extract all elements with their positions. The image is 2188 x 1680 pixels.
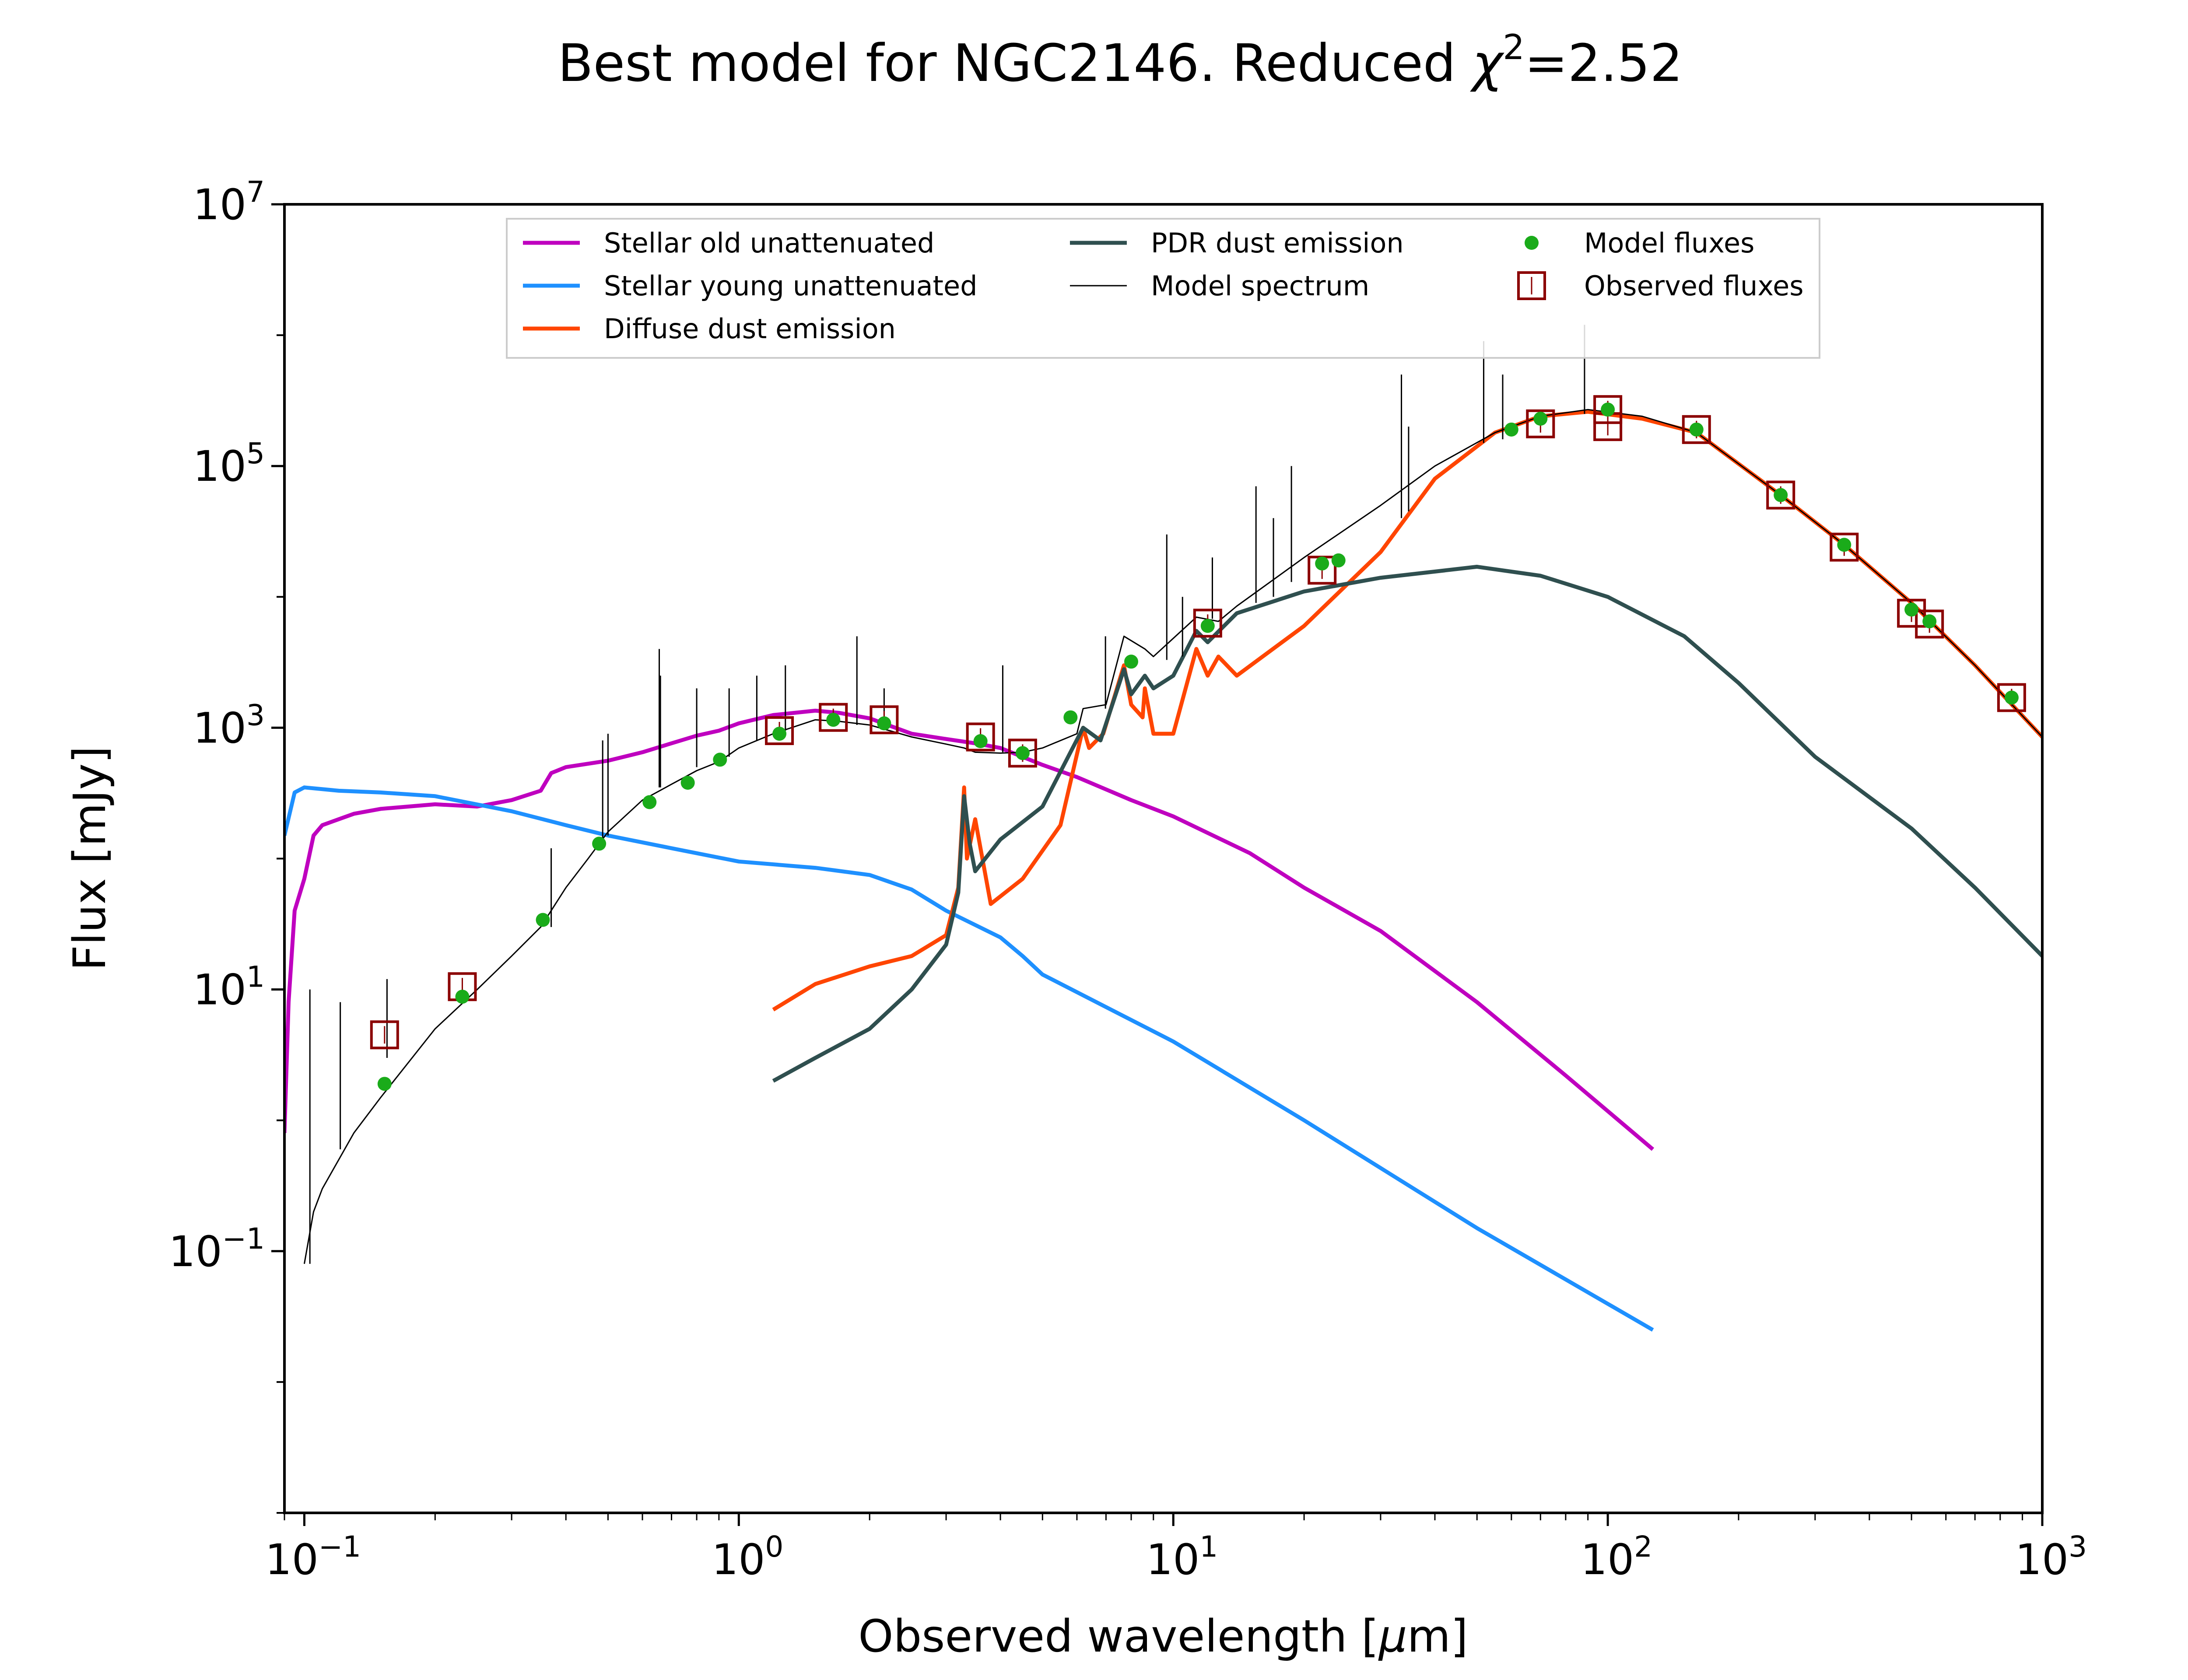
- model-flux-point: [1601, 402, 1615, 417]
- y-axis-label: Flux [mJy]: [64, 746, 116, 971]
- x-tick-label: 10−1: [265, 1530, 361, 1584]
- model-flux-point: [1774, 488, 1788, 502]
- stellar-young-unattenuated-line: [284, 785, 1654, 1332]
- x-tick-label: 103: [2015, 1530, 2087, 1584]
- observed-flux-marker: [1766, 480, 1795, 510]
- model-flux-point: [877, 716, 891, 731]
- observed-flux-marker: [870, 705, 899, 735]
- model-flux-point: [973, 734, 988, 749]
- stellar-old-unattenuated-line: [284, 708, 1655, 1151]
- x-tick-label: 101: [1146, 1530, 1218, 1584]
- plot-area: [284, 325, 2042, 1332]
- observed-flux-marker: [1830, 532, 1859, 562]
- model-flux-point: [680, 776, 695, 790]
- model-flux-point: [1015, 746, 1030, 760]
- model-flux-point: [2004, 690, 2019, 705]
- observed-fluxes-legend-label: Observed fluxes: [1584, 270, 1804, 302]
- model-fluxes-legend-label: Model fluxes: [1584, 227, 1754, 259]
- observed-flux-marker: [1193, 609, 1222, 638]
- model-fluxes-legend-swatch: [1525, 236, 1539, 250]
- model-flux-point: [1504, 422, 1518, 437]
- model-flux-point: [1689, 422, 1704, 437]
- observed-flux-marker: [819, 703, 848, 732]
- model-flux-point: [1533, 412, 1548, 426]
- observed-flux-marker: [370, 1020, 399, 1050]
- observed-fluxes-legend-swatch: [1517, 271, 1546, 300]
- model-flux-point: [536, 913, 550, 927]
- model-flux-point: [1063, 710, 1078, 724]
- y-tick-label: 107: [193, 175, 265, 229]
- model-flux-point: [1904, 602, 1919, 617]
- y-tick-label: 103: [193, 698, 265, 752]
- x-tick-label: 100: [712, 1530, 783, 1584]
- chart-title: Best model for NGC2146. Reduced χ2=2.52: [558, 28, 1683, 93]
- model-flux-point: [826, 713, 841, 727]
- model-flux-point: [592, 836, 607, 851]
- markers-layer: [370, 395, 2026, 1091]
- observed-flux-marker: [1897, 598, 1926, 628]
- observed-flux-marker: [966, 722, 995, 752]
- model-flux-point: [377, 1077, 392, 1091]
- y-tick-label: 101: [193, 960, 265, 1015]
- model-flux-point: [713, 752, 727, 767]
- observed-flux-marker: [1008, 738, 1037, 768]
- diffuse-dust-emission-legend-label: Diffuse dust emission: [604, 313, 896, 345]
- model-flux-point: [1837, 538, 1851, 552]
- model-spectrum-line: [303, 409, 2042, 1264]
- model-spectrum-legend-label: Model spectrum: [1151, 270, 1369, 302]
- x-tick-label: 102: [1581, 1530, 1652, 1584]
- model-flux-point: [772, 727, 787, 741]
- model-flux-point: [1315, 556, 1329, 570]
- model-flux-point: [1124, 654, 1138, 669]
- axis-ticks: 10−1 100 101 102 103 10−1 101 103 105 107: [169, 175, 2087, 1584]
- y-tick-label: 105: [193, 437, 265, 491]
- curves-layer: [284, 325, 2042, 1332]
- pdr-dust-emission-legend-label: PDR dust emission: [1151, 227, 1404, 259]
- model-flux-point: [1200, 619, 1215, 633]
- y-tick-label: 10−1: [169, 1222, 265, 1276]
- legend-items: Stellar old unattenuated Stellar young un…: [523, 227, 1804, 345]
- legend-box: [506, 218, 1820, 359]
- observed-flux-marker: [765, 716, 794, 746]
- observed-flux-marker: [1526, 409, 1555, 438]
- stellar-young-unattenuated-legend-label: Stellar young unattenuated: [604, 270, 977, 302]
- model-flux-point: [455, 990, 470, 1004]
- pdr-dust-emission-line: [772, 564, 2042, 1083]
- observed-flux-marker: [1997, 683, 2026, 712]
- model-flux-point: [1922, 614, 1937, 629]
- legend: Stellar old unattenuated Stellar young un…: [506, 218, 1820, 359]
- model-flux-point: [1331, 553, 1346, 567]
- observed-flux-marker: [1915, 609, 1944, 639]
- stellar-old-unattenuated-legend-label: Stellar old unattenuated: [604, 227, 934, 259]
- observed-flux-marker: [1682, 415, 1711, 444]
- x-axis-label: Observed wavelength [μm]: [858, 1610, 1468, 1662]
- model-flux-point: [642, 795, 657, 809]
